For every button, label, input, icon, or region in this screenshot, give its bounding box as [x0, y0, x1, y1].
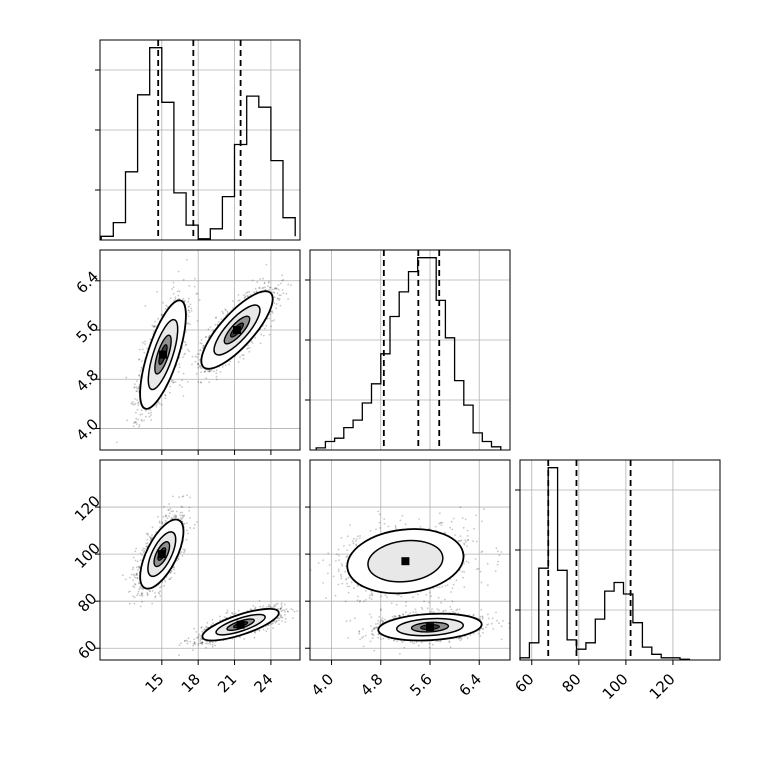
density-peak	[159, 350, 167, 359]
y-tick-label: 60	[74, 637, 100, 663]
x-tick-label: 21	[214, 670, 240, 696]
histogram-panel-1	[95, 39, 301, 241]
x-tick-label: 18	[178, 670, 204, 696]
density-peak	[233, 326, 241, 334]
axes-frame	[309, 459, 511, 661]
y-tick-label: 5.6	[73, 317, 103, 347]
y-tick-label: 4.8	[73, 366, 103, 396]
y-tick-label: 120	[71, 492, 104, 525]
x-tick-label: 5.6	[406, 670, 436, 700]
scatter-panel-2-3: 4.0 4.8 5.6 6.4	[305, 459, 511, 700]
axes-frame	[99, 459, 301, 661]
density-peak	[236, 620, 245, 629]
histogram-panel-2	[305, 249, 511, 451]
axes-frame	[99, 249, 301, 451]
x-tick-label: 60	[511, 670, 537, 696]
x-tick-label: 80	[558, 670, 584, 696]
axes-frame	[99, 39, 301, 241]
density-peak	[157, 550, 166, 559]
axes-frame	[309, 249, 511, 451]
density-peak	[426, 623, 434, 632]
scatter-panel-1-2: 4.0 4.8 5.6 6.4	[73, 249, 301, 455]
panel-body	[310, 506, 510, 655]
density-peak	[401, 557, 410, 566]
scatter-panel-1-3: 60 80 100 120 15 18 21 24	[71, 459, 301, 696]
panel-body	[115, 258, 292, 444]
x-tick-label: 4.0	[308, 670, 338, 700]
histogram-step-line	[519, 467, 691, 660]
panel-body	[121, 494, 299, 657]
x-tick-label: 24	[251, 670, 277, 696]
x-tick-label: 4.8	[357, 670, 387, 700]
x-tick-label: 6.4	[455, 670, 485, 700]
histogram-step-line	[315, 257, 502, 450]
y-tick-label: 6.4	[73, 267, 103, 297]
x-tick-label: 100	[599, 670, 632, 703]
axes-frame	[519, 459, 721, 661]
y-tick-label: 4.0	[73, 415, 103, 445]
y-tick-label: 80	[74, 590, 100, 616]
x-tick-label: 120	[646, 670, 679, 703]
histogram-step-line	[100, 47, 296, 240]
y-tick-label: 100	[71, 539, 104, 572]
x-tick-label: 15	[141, 670, 167, 696]
histogram-panel-3: 60 80 100 120	[511, 459, 721, 703]
